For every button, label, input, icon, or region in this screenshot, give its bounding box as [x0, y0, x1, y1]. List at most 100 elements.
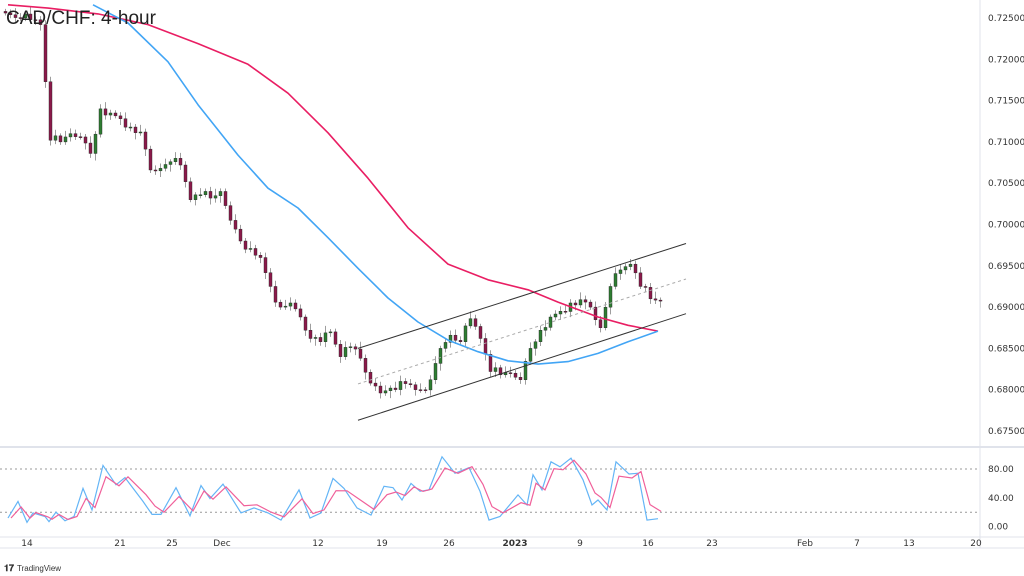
candle-up	[68, 133, 73, 138]
candle-down	[403, 381, 408, 384]
time-axis[interactable]: 14 21 25 Dec 12 19 26 2023 9 16 23 Feb 7 13 20	[21, 539, 982, 549]
price-tick-label: 0.72000	[988, 55, 1024, 65]
candle-up	[328, 331, 333, 334]
candle-down	[43, 24, 48, 82]
price-pane[interactable]	[3, 4, 687, 421]
candle-up	[613, 273, 618, 287]
candle-down	[473, 318, 478, 327]
candle-down	[458, 340, 463, 342]
candle-down	[318, 337, 323, 342]
candle-down	[653, 298, 658, 301]
channel-lower-line	[357, 313, 687, 421]
candle-down	[8, 12, 13, 15]
price-tick-label: 0.72500	[988, 14, 1024, 24]
candle-up	[388, 387, 393, 391]
candle-up	[173, 158, 178, 162]
candle-down	[243, 240, 248, 250]
candle-down	[418, 389, 423, 391]
candle-down	[28, 13, 33, 20]
stochastic-pane[interactable]	[0, 455, 980, 524]
candle-up	[23, 13, 28, 19]
candle-down	[483, 338, 488, 355]
candle-down	[253, 248, 258, 256]
candle-down	[263, 257, 268, 273]
candle-down	[13, 14, 18, 18]
candle-down	[358, 348, 363, 359]
time-tick-label: 25	[166, 539, 177, 549]
candle-down	[48, 81, 53, 141]
candle-up	[578, 299, 583, 306]
candle-down	[153, 169, 158, 172]
candle-down	[88, 142, 93, 154]
candle-down	[178, 158, 183, 166]
candle-up	[463, 325, 468, 342]
candle-down	[298, 308, 303, 318]
candle-up	[428, 379, 433, 391]
candle-down	[648, 287, 653, 300]
candle-up	[623, 266, 628, 271]
time-tick-label: 9	[577, 539, 583, 549]
time-tick-label: 19	[376, 539, 388, 549]
candle-up	[348, 346, 353, 348]
candle-down	[293, 302, 298, 310]
candle-down	[513, 372, 518, 378]
candle-down	[148, 148, 153, 171]
candle-up	[198, 194, 203, 196]
time-tick-label: 2023	[502, 539, 527, 549]
candle-up	[448, 334, 453, 343]
candle-down	[268, 272, 273, 287]
candle-up	[443, 342, 448, 349]
candle-down	[508, 372, 513, 374]
candle-down	[498, 367, 503, 376]
candle-down	[378, 385, 383, 394]
candle-down	[393, 387, 398, 390]
candle-down	[3, 11, 8, 14]
candle-down	[188, 181, 193, 200]
price-axis[interactable]: 0.72500 0.72000 0.71500 0.71000 0.70500 0.700…	[988, 14, 1024, 437]
price-tick-label: 0.70500	[988, 179, 1024, 189]
candle-down	[593, 306, 598, 320]
candle-down	[238, 228, 243, 242]
candle-down	[258, 255, 263, 258]
candle-down	[583, 299, 588, 303]
candle-up	[93, 133, 98, 154]
time-tick-label: Dec	[213, 539, 230, 549]
candle-down	[78, 136, 83, 138]
candle-up	[128, 126, 133, 129]
price-tick-label: 0.69500	[988, 262, 1024, 272]
candle-down	[208, 191, 213, 199]
candle-up	[468, 318, 473, 327]
candle-down	[353, 346, 358, 350]
candle-up	[398, 381, 403, 390]
tradingview-logo-icon: 𝟏𝟕	[4, 563, 15, 573]
candle-up	[248, 248, 253, 250]
branding-text: TradingView	[17, 564, 62, 573]
candle-down	[333, 331, 338, 345]
candle-down	[633, 263, 638, 274]
candle-down	[103, 108, 108, 116]
candle-up	[288, 302, 293, 307]
candle-up	[163, 164, 168, 169]
time-tick-label: 21	[114, 539, 125, 549]
candle-down	[303, 316, 308, 331]
candle-down	[573, 302, 578, 306]
candle-down	[488, 354, 493, 372]
time-tick-label: Feb	[797, 539, 813, 549]
candle-down	[638, 272, 643, 287]
candle-down	[278, 301, 283, 308]
candle-up	[383, 390, 388, 394]
stochastic-k-line	[7, 455, 659, 524]
price-tick-label: 0.71000	[988, 138, 1024, 148]
candle-up	[53, 135, 58, 141]
candle-down	[598, 319, 603, 328]
candle-down	[183, 164, 188, 182]
time-tick-label: 14	[21, 539, 33, 549]
tradingview-logo: 𝟏𝟕 TradingView	[4, 563, 61, 574]
candle-down	[233, 220, 238, 230]
candle-down	[518, 377, 523, 380]
candle-down	[423, 389, 428, 391]
price-tick-label: 0.71500	[988, 97, 1024, 107]
candle-up	[618, 269, 623, 274]
candle-down	[408, 383, 413, 385]
